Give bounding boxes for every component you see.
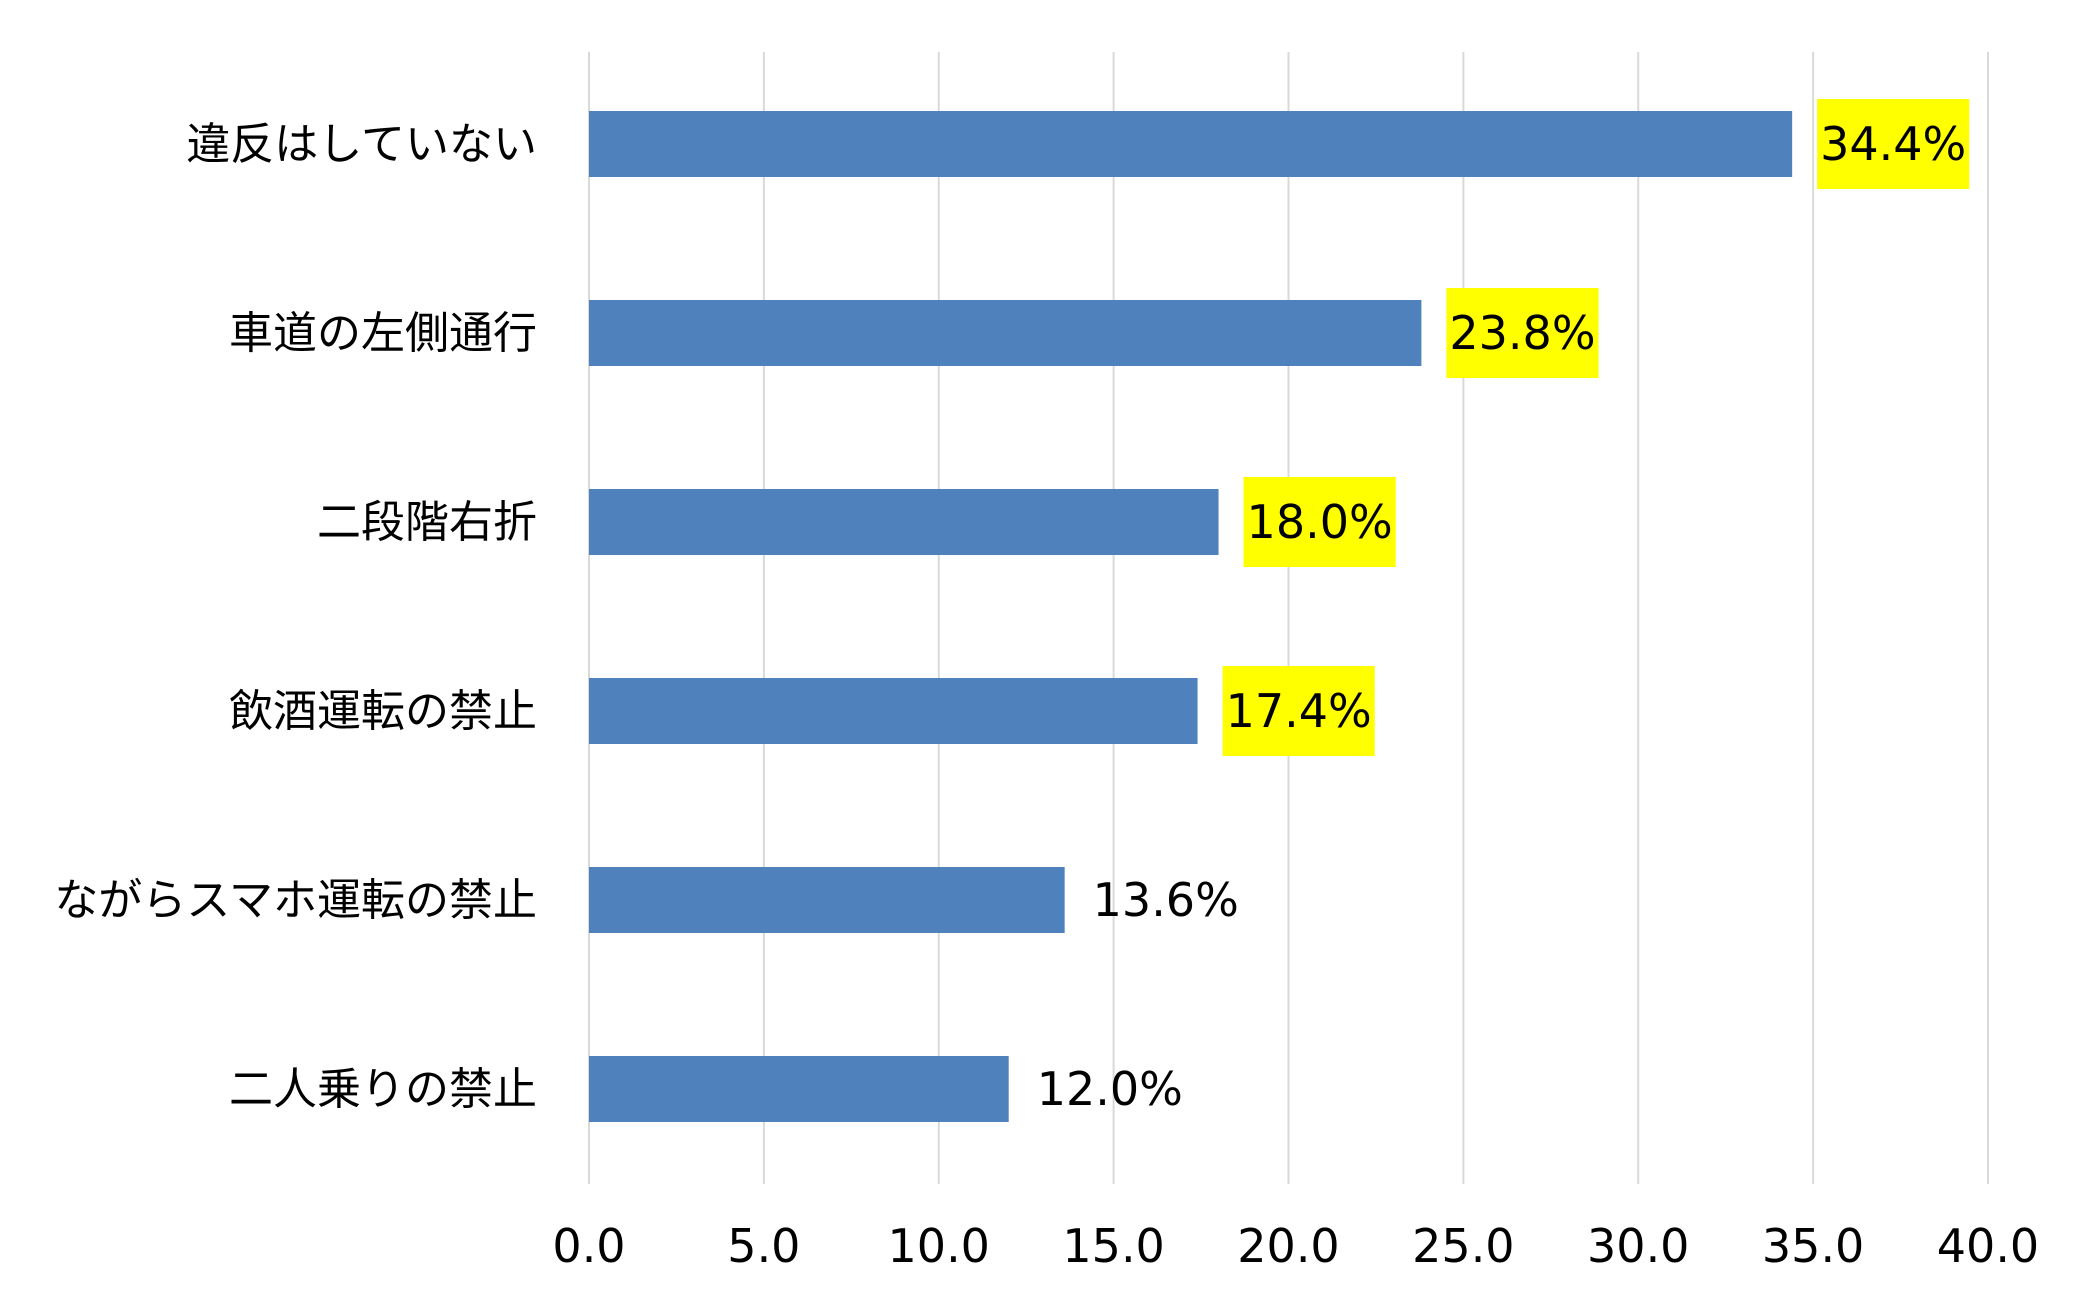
category-label: 飲酒運転の禁止 (229, 686, 537, 737)
bar (589, 300, 1422, 366)
category-label: ながらスマホ運転の禁止 (54, 875, 537, 926)
bar (589, 678, 1198, 744)
x-tick-label: 35.0 (1762, 1219, 1864, 1273)
value-label: 17.4% (1226, 684, 1372, 738)
gridlines (588, 52, 1989, 1184)
x-tick-label: 25.0 (1412, 1219, 1514, 1273)
bar (589, 867, 1065, 933)
category-label: 違反はしていない (186, 119, 537, 170)
x-tick-label: 40.0 (1937, 1219, 2039, 1273)
labels: 0.0 5.0 10.0 15.0 20.0 25.0 30.0 35.0 40.0 違反はしてい… (54, 117, 2039, 1273)
x-tick-label: 5.0 (727, 1219, 800, 1273)
bar (589, 111, 1793, 177)
x-tick-label: 30.0 (1587, 1219, 1689, 1273)
value-label: 34.4% (1820, 117, 1966, 171)
value-label: 23.8% (1449, 306, 1595, 360)
x-tick-label: 20.0 (1237, 1219, 1339, 1273)
category-label: 二段階右折 (317, 497, 537, 548)
category-label: 車道の左側通行 (229, 308, 537, 359)
value-label: 13.6% (1093, 873, 1239, 927)
x-tick-label: 10.0 (888, 1219, 990, 1273)
value-label-highlight (1243, 477, 1396, 567)
x-tick-label: 0.0 (552, 1219, 625, 1273)
value-label-highlight (1446, 288, 1599, 378)
value-label: 18.0% (1247, 495, 1393, 549)
bars (589, 111, 1793, 1122)
category-label: 二人乗りの禁止 (229, 1064, 537, 1115)
bar (589, 489, 1219, 555)
value-label: 12.0% (1037, 1062, 1183, 1116)
value-label-highlight (1222, 666, 1375, 756)
value-label-highlights (1222, 99, 1970, 756)
value-label-highlight (1817, 99, 1970, 189)
x-tick-label: 15.0 (1062, 1219, 1164, 1273)
bar (589, 1056, 1009, 1122)
